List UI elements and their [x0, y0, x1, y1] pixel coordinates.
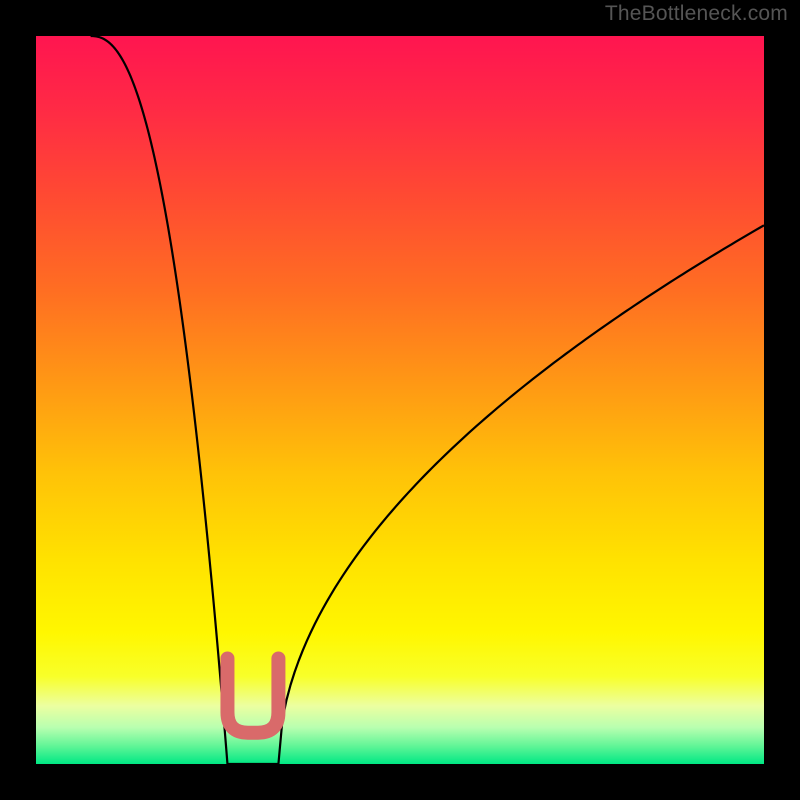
- watermark-text: TheBottleneck.com: [605, 2, 788, 26]
- chart-stage: TheBottleneck.com: [0, 0, 800, 800]
- plot-gradient-background: [36, 36, 764, 764]
- chart-svg: [0, 0, 800, 800]
